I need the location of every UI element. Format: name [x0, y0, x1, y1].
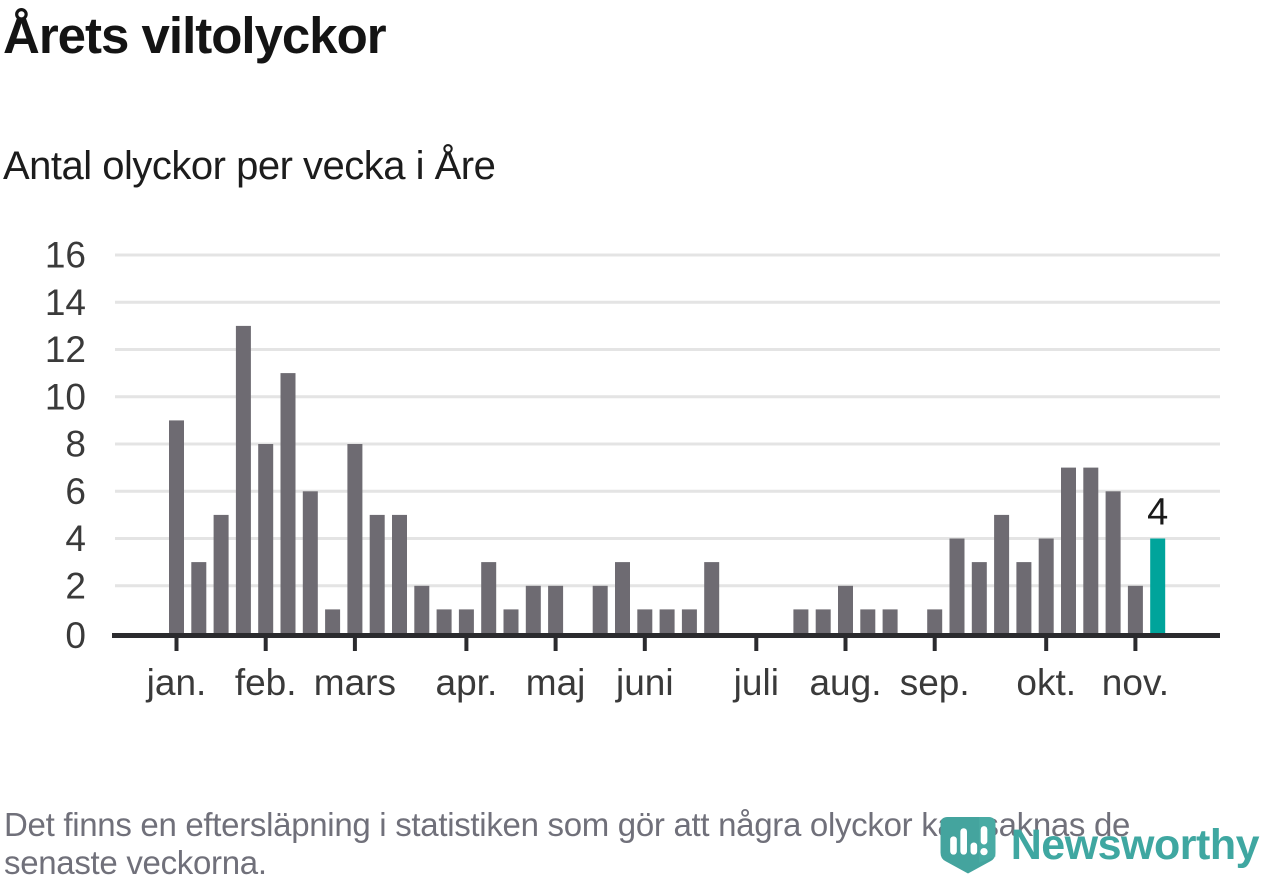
- y-axis-label-12: 12: [45, 329, 86, 370]
- bar-week-43[interactable]: [1105, 491, 1121, 634]
- x-tick-feb: [263, 638, 268, 651]
- x-axis-label-apr: apr.: [436, 662, 498, 703]
- bar-week-15[interactable]: [481, 562, 497, 633]
- bar-week-8[interactable]: [325, 609, 341, 633]
- bar-week-41[interactable]: [1061, 467, 1076, 633]
- bar-week-42[interactable]: [1083, 467, 1099, 633]
- x-tick-maj: [553, 638, 558, 651]
- bar-week-24[interactable]: [681, 609, 697, 633]
- bar-week-20[interactable]: [592, 585, 608, 634]
- bar-week-35[interactable]: [927, 609, 943, 633]
- bar-week-11[interactable]: [392, 514, 407, 633]
- bar-week-23[interactable]: [659, 609, 675, 633]
- bar-week-40[interactable]: [1038, 538, 1054, 634]
- x-tick-sep: [932, 638, 937, 651]
- x-tick-apr: [464, 638, 469, 651]
- y-axis-label-0: 0: [65, 615, 86, 656]
- weekly-accidents-bar-chart: 0 2 4 6 8 10 12 14 16 jan. feb. mars apr. maj juni juli…: [45, 235, 1220, 703]
- x-axis-label-feb: feb.: [235, 662, 297, 703]
- x-tick-jan: [174, 638, 179, 651]
- bar-week-12[interactable]: [414, 585, 430, 634]
- bar-week-3[interactable]: [213, 514, 229, 633]
- footnote-line-2: senaste veckorna.: [4, 844, 267, 879]
- chart-subtitle: Antal olyckor per vecka i Åre: [3, 144, 496, 188]
- x-axis-label-jan: jan.: [146, 662, 207, 703]
- bar-week-38[interactable]: [994, 514, 1010, 633]
- bar-week-30[interactable]: [815, 609, 831, 633]
- bar-week-31[interactable]: [838, 585, 853, 634]
- x-axis-label-juni: juni: [615, 662, 674, 703]
- bar-week-13[interactable]: [436, 609, 452, 633]
- page-title: Årets viltolyckor: [3, 7, 387, 64]
- x-tick-aug: [843, 638, 848, 651]
- bar-week-39[interactable]: [1016, 562, 1032, 633]
- bar-week-10[interactable]: [369, 514, 385, 633]
- x-tick-juli: [754, 638, 759, 651]
- bar-week-37[interactable]: [971, 562, 987, 633]
- bar-week-29[interactable]: [793, 609, 809, 633]
- bar-week-25[interactable]: [704, 562, 720, 633]
- x-tick-mars: [352, 638, 357, 651]
- x-axis-label-mars: mars: [314, 662, 396, 703]
- newsworthy-logo: Newsworthy: [937, 816, 1260, 874]
- y-axis-label-10: 10: [45, 376, 86, 417]
- bar-week-2[interactable]: [191, 562, 207, 633]
- y-axis-label-4: 4: [65, 518, 86, 559]
- bar-week-18[interactable]: [548, 585, 564, 634]
- newsworthy-logo-text: Newsworthy: [1010, 820, 1260, 869]
- x-axis-line: [112, 633, 1220, 638]
- bar-week-36[interactable]: [949, 538, 965, 634]
- bar-week-17[interactable]: [525, 585, 541, 634]
- x-axis-label-nov: nov.: [1102, 662, 1169, 703]
- x-tick-okt: [1044, 638, 1049, 651]
- bar-week-6[interactable]: [280, 373, 296, 633]
- bar-week-44[interactable]: [1127, 585, 1143, 634]
- bar-week-45[interactable]: [1150, 538, 1166, 634]
- bar-week-32[interactable]: [860, 609, 876, 633]
- bar-week-16[interactable]: [503, 609, 519, 633]
- highlight-bar-value-annotation: 4: [1147, 492, 1168, 534]
- y-axis-label-6: 6: [65, 471, 86, 512]
- y-axis-label-14: 14: [45, 282, 86, 323]
- bar-week-4[interactable]: [235, 325, 251, 633]
- bar-week-22[interactable]: [637, 609, 653, 633]
- newsworthy-logo-icon: [940, 817, 996, 874]
- bar-week-21[interactable]: [615, 562, 630, 633]
- y-axis-label-2: 2: [65, 565, 86, 606]
- bar-week-1[interactable]: [169, 420, 184, 633]
- x-axis-label-aug: aug.: [809, 662, 881, 703]
- x-tick-juni: [642, 638, 647, 651]
- bar-week-7[interactable]: [302, 491, 318, 634]
- x-axis-label-okt: okt.: [1016, 662, 1076, 703]
- x-tick-nov: [1133, 638, 1138, 651]
- x-axis-label-juli: juli: [733, 662, 779, 703]
- y-axis-label-16: 16: [45, 235, 86, 276]
- bar-week-5[interactable]: [258, 444, 274, 633]
- x-axis-label-maj: maj: [526, 662, 586, 703]
- bar-week-33[interactable]: [882, 609, 898, 633]
- bar-week-14[interactable]: [458, 609, 474, 633]
- y-axis-label-8: 8: [65, 424, 86, 465]
- bar-week-9[interactable]: [347, 444, 363, 633]
- x-axis-label-sep: sep.: [900, 662, 970, 703]
